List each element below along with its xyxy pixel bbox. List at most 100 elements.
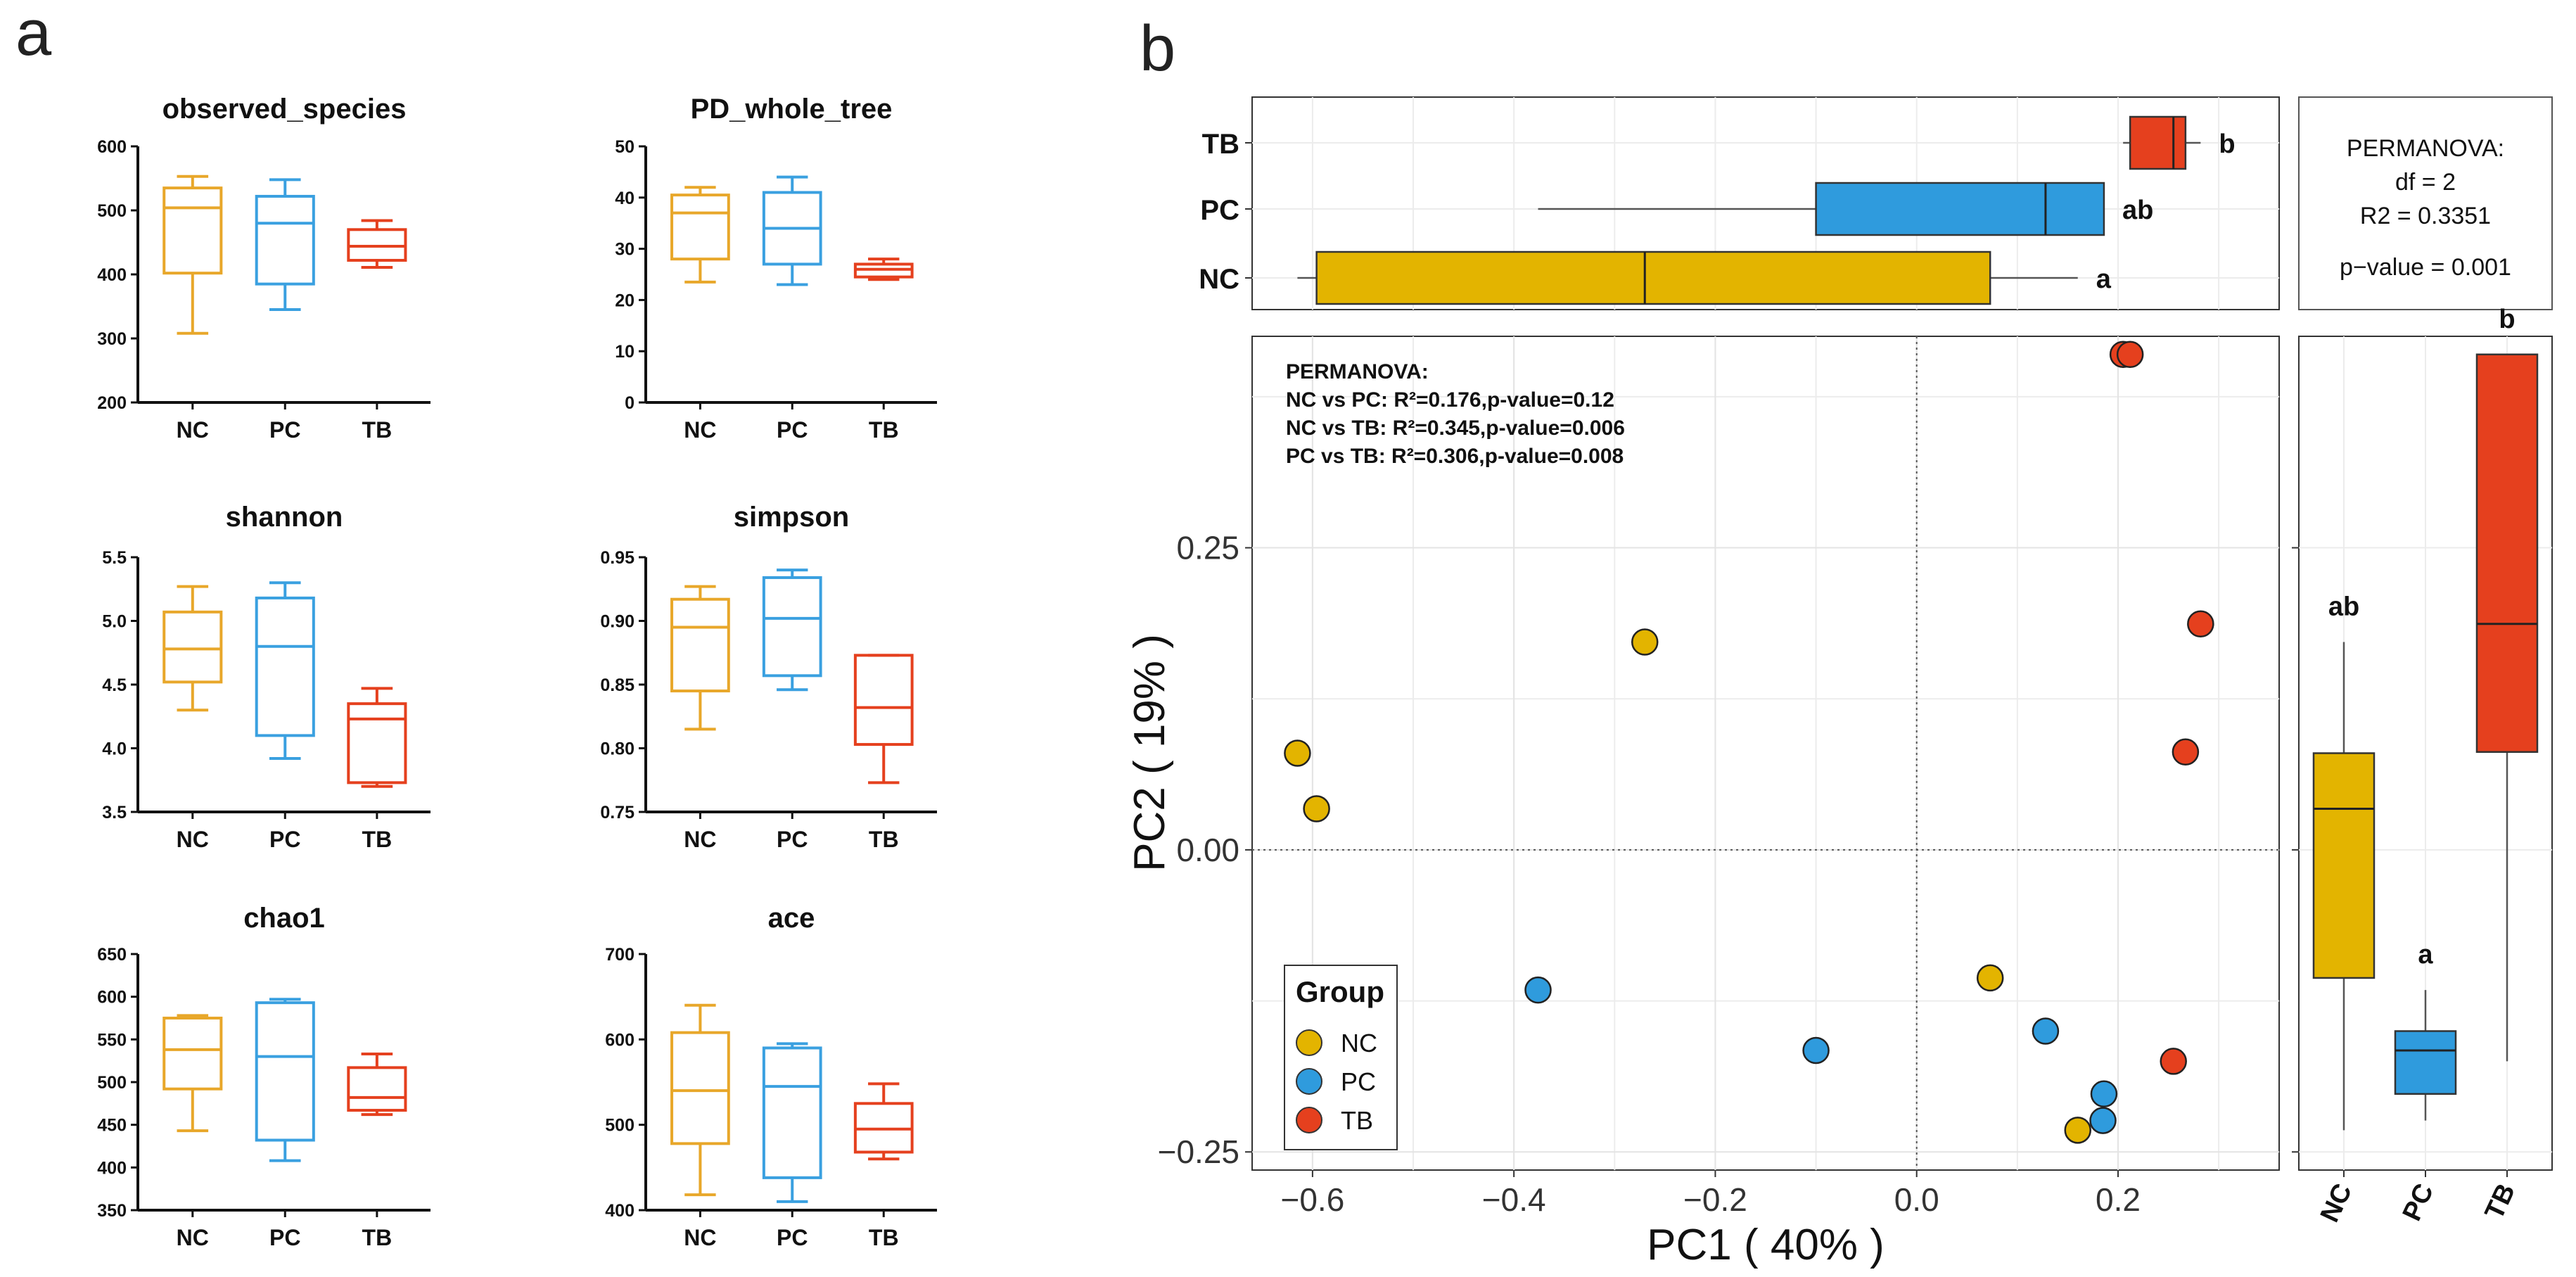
box-tb	[853, 258, 914, 281]
box-body	[1315, 250, 1991, 305]
y-tick-label: 550	[97, 1030, 127, 1050]
y-tick-label: 10	[615, 342, 635, 362]
pcoa-scatter-panel	[1251, 336, 2280, 1171]
box-pc	[762, 1042, 822, 1203]
box-pc	[255, 581, 315, 760]
x-tick-label-pc: PC	[777, 417, 808, 443]
y-tick-label: 4.5	[102, 675, 127, 695]
y-tick-label: 0.95	[600, 548, 635, 568]
x-tick-label-nc: NC	[177, 417, 209, 443]
y-tick-label-pc: PC	[1200, 195, 1239, 226]
x-tick-label-tb: TB	[869, 417, 899, 443]
y-tick-label: 500	[97, 1073, 127, 1093]
point-nc	[1631, 628, 1659, 656]
box-body	[2394, 1030, 2457, 1095]
alpha-plot-simpson: simpson 0.75 0.80 0.85 0.90 0.95 NC PC TB	[600, 502, 937, 852]
x-tick-label-pc: PC	[269, 827, 300, 852]
x-tick-label-nc: NC	[684, 1225, 716, 1250]
point-nc	[1303, 795, 1330, 822]
point-pc	[1802, 1036, 1830, 1065]
y-tick-label: 350	[97, 1201, 127, 1221]
y-tick-label: 0	[625, 393, 635, 413]
point-tb	[2160, 1048, 2187, 1075]
alpha-plot-shannon: shannon 3.5 4.0 4.5 5.0 5.5 NC PC TB	[102, 502, 431, 852]
box-nc	[162, 1014, 223, 1133]
x-tick-label: −0.6	[1280, 1181, 1344, 1218]
alpha-plot-pd-whole-tree: PD_whole_tree 0 10 20 30 40 50 NC PC TB	[615, 94, 937, 443]
box-tb	[347, 687, 407, 788]
legend-marker-tb	[1296, 1107, 1322, 1133]
plot-title: ace	[768, 903, 815, 934]
permanova-pc-vs-tb: PC vs TB: R²=0.306,p-value=0.008	[1286, 445, 1624, 468]
x-tick-label: −0.4	[1482, 1181, 1546, 1218]
box-body	[2475, 353, 2539, 754]
box-body	[762, 576, 822, 678]
legend-title: Group	[1296, 975, 1384, 1008]
y-tick-label: 5.5	[102, 548, 127, 568]
x-tick-label-tb: TB	[869, 827, 899, 852]
y-tick-label: 0.85	[600, 675, 635, 695]
point-tb	[2116, 341, 2144, 369]
x-tick-label-nc: NC	[177, 827, 209, 852]
box-body	[162, 1017, 223, 1091]
y-tick-label: 500	[97, 201, 127, 221]
box-body	[347, 1066, 407, 1112]
x-tick-label-pc: PC	[777, 827, 808, 852]
legend-label-nc: NC	[1341, 1029, 1377, 1057]
point-pc	[2032, 1017, 2060, 1045]
box-pc	[762, 568, 822, 692]
point-pc	[2090, 1080, 2118, 1108]
y-tick-label: 500	[605, 1116, 635, 1136]
box-tb	[347, 1052, 407, 1117]
alpha-plot-observed-species: observed_species 200 300 400 500 600 NC PC TB	[97, 94, 431, 443]
box-pc	[762, 175, 822, 286]
box-nc	[162, 585, 223, 712]
x-tick-label-pc: PC	[269, 417, 300, 443]
significance-letter: b	[2499, 305, 2515, 334]
box-tb	[853, 654, 914, 784]
permanova-title: PERMANOVA:	[1286, 360, 1429, 383]
box-body	[2312, 752, 2376, 979]
x-tick-label: 0.0	[1894, 1181, 1939, 1218]
pc1-box-tb: TB b	[1202, 115, 2236, 170]
x-tick-label-pc: PC	[777, 1225, 808, 1250]
legend: Group NC PC TB	[1284, 965, 1398, 1150]
y-tick-label: 650	[97, 945, 127, 965]
x-tick-label-tb: TB	[2480, 1179, 2521, 1224]
box-body	[162, 186, 223, 275]
pc1-box-pc: PC ab	[1200, 182, 2153, 236]
plot-title: chao1	[243, 903, 325, 934]
box-pc	[255, 998, 315, 1162]
y-tick-label: 400	[97, 1158, 127, 1178]
y-tick-label: 5.0	[102, 612, 127, 632]
permanova-nc-vs-tb: NC vs TB: R²=0.345,p-value=0.006	[1286, 417, 1625, 440]
stats-line-4: p−value = 0.001	[2340, 254, 2511, 281]
y-tick-label: 0.75	[600, 803, 635, 822]
x-tick-label-nc: NC	[684, 827, 716, 852]
box-body	[162, 610, 223, 684]
y-tick-label: 0.25	[1176, 530, 1239, 566]
x-tick-label-nc: NC	[177, 1225, 209, 1250]
pcoa-scatter: −0.6 −0.4 −0.2 0.0 0.2 −0.25 0.00 0.25	[1158, 336, 2279, 1218]
point-tb	[2172, 738, 2200, 766]
legend-label-tb: TB	[1341, 1106, 1373, 1135]
y-tick-label: 3.5	[102, 803, 127, 822]
panel-label-b: b	[1140, 13, 1175, 84]
pc1-box-nc: NC a	[1199, 250, 2112, 305]
x-tick-label-tb: TB	[362, 1225, 393, 1250]
box-nc	[162, 174, 223, 335]
significance-letter: b	[2219, 129, 2235, 159]
significance-letter: ab	[2328, 592, 2359, 622]
box-body	[347, 702, 407, 784]
stats-box	[2298, 96, 2553, 310]
point-pc	[2089, 1107, 2117, 1134]
stats-line-2: df = 2	[2395, 169, 2456, 196]
x-tick-label: 0.2	[2096, 1181, 2141, 1218]
x-tick-label-pc: PC	[2397, 1179, 2440, 1226]
y-tick-label: 200	[97, 393, 127, 413]
box-body	[1815, 182, 2105, 236]
box-pc	[255, 178, 315, 312]
alpha-plot-ace: ace 400 500 600 700 NC PC TB	[605, 903, 937, 1250]
